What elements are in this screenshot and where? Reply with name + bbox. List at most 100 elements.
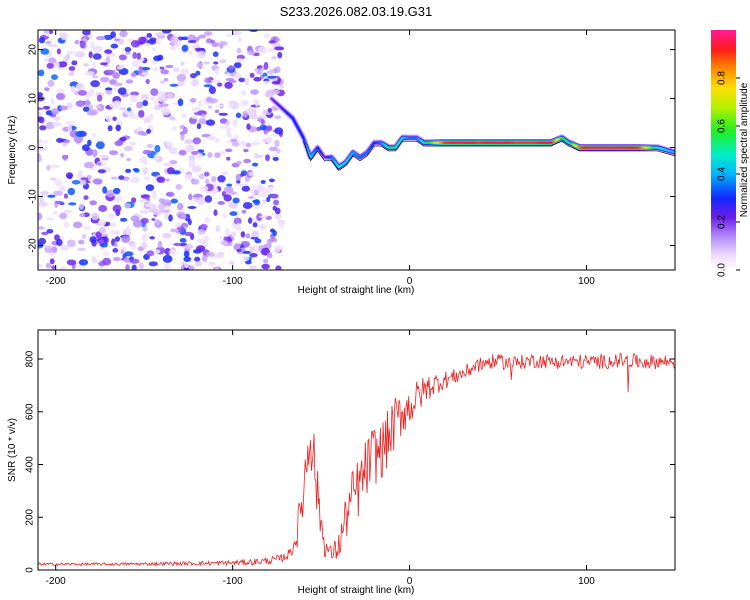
figure-title: S233.2026.082.03.19.G31 bbox=[280, 4, 433, 19]
spectrogram-noise-cell bbox=[38, 201, 48, 208]
spectrogram-noise-cell bbox=[89, 236, 97, 243]
spectrogram-noise-cell bbox=[113, 82, 123, 87]
spectrogram-noise-cell bbox=[83, 63, 90, 67]
spectrogram-noise-cell bbox=[154, 105, 162, 111]
spectrogram-noise-cell bbox=[249, 253, 258, 258]
spectrogram-noise-cell bbox=[245, 142, 252, 148]
spectrogram-noise-cell bbox=[217, 201, 225, 205]
spectrogram-noise-cell bbox=[80, 177, 89, 181]
spectrogram-noise-cell bbox=[44, 87, 50, 91]
spectrogram-noise-cell bbox=[95, 231, 103, 239]
spectrogram-noise-cell bbox=[194, 256, 201, 262]
spectrogram-noise-cell bbox=[184, 244, 194, 250]
spectrogram-noise-cell bbox=[95, 141, 105, 150]
spectrogram-noise-cell bbox=[169, 160, 178, 165]
spectrogram-noise-cell bbox=[197, 50, 206, 59]
spectrogram-noise-cell bbox=[77, 247, 86, 251]
spectrogram-noise-cell bbox=[124, 46, 132, 53]
spectrogram-noise-cell bbox=[136, 101, 144, 109]
spectrogram-noise-cell bbox=[168, 214, 173, 222]
spectrogram-noise-cell bbox=[42, 105, 51, 110]
spectrogram-noise-cell bbox=[274, 115, 282, 119]
spectrogram-noise-cell bbox=[215, 138, 220, 143]
spectrogram-y-tick-label: 0 bbox=[28, 144, 39, 150]
spectrogram-noise-cell bbox=[63, 193, 69, 199]
spectrogram-noise-cell bbox=[88, 51, 93, 59]
spectrogram-noise-cell bbox=[98, 205, 108, 212]
spectrogram-noise-cell bbox=[142, 167, 149, 175]
spectrogram-noise-cell bbox=[205, 178, 210, 184]
spectrogram-noise-cell bbox=[140, 67, 151, 71]
spectrogram-noise-cell bbox=[203, 84, 213, 88]
spectrogram-noise-cell bbox=[118, 175, 125, 180]
spectrogram-noise-cell bbox=[125, 79, 134, 84]
spectrogram-x-tick-label: -100 bbox=[223, 276, 243, 287]
spectrogram-noise-cell bbox=[242, 110, 248, 118]
spectrogram-noise-cell bbox=[188, 193, 193, 201]
spectrogram-noise-cell bbox=[271, 80, 281, 85]
spectrogram-noise-cell bbox=[39, 197, 44, 203]
spectrogram-noise-cell bbox=[45, 262, 52, 269]
spectrogram-noise-cell bbox=[270, 89, 280, 95]
spectrogram-noise-cell bbox=[79, 40, 86, 49]
spectrogram-noise-cell bbox=[211, 176, 217, 183]
spectrogram-noise-cell bbox=[263, 33, 271, 39]
spectrogram-noise-cell bbox=[59, 105, 68, 111]
spectrogram-noise-cell bbox=[138, 262, 145, 270]
spectrogram-noise-cell bbox=[196, 245, 206, 252]
spectrogram-noise-cell bbox=[237, 37, 243, 43]
spectrogram-noise-cell bbox=[145, 78, 150, 85]
spectrogram-noise-cell bbox=[189, 159, 196, 166]
spectrogram-noise-cell bbox=[160, 103, 169, 107]
spectrogram-noise-cell bbox=[194, 47, 205, 52]
spectrogram-noise-cell bbox=[91, 212, 100, 221]
spectrogram-noise-cell bbox=[68, 202, 77, 206]
spectrogram-noise-cell bbox=[63, 139, 71, 144]
spectrogram-noise-cell bbox=[108, 213, 115, 219]
spectrogram-noise-cell bbox=[113, 187, 121, 195]
spectrogram-noise-cell bbox=[157, 91, 167, 99]
spectrogram-noise-cell bbox=[149, 37, 157, 42]
spectrogram-noise-cell bbox=[195, 70, 201, 76]
spectrogram-noise-cell bbox=[146, 250, 155, 257]
spectrogram-noise-cell bbox=[219, 43, 224, 49]
spectrogram-noise-cell bbox=[130, 72, 137, 77]
spectrogram-ridge-core bbox=[305, 146, 309, 149]
spectrogram-noise-cell bbox=[179, 81, 186, 86]
spectrogram-noise-cell bbox=[67, 187, 76, 196]
spectrogram-noise-cell bbox=[191, 106, 201, 112]
spectrogram-noise-cell bbox=[130, 91, 140, 96]
spectrogram-ridge-core bbox=[303, 140, 307, 143]
spectrogram-noise-cell bbox=[204, 77, 213, 84]
spectrogram-noise-cell bbox=[44, 30, 50, 37]
spectrogram-noise-cell bbox=[213, 61, 219, 65]
spectrogram-noise-cell bbox=[164, 211, 169, 220]
spectrogram-noise-cell bbox=[254, 154, 264, 158]
spectrogram-noise-cell bbox=[151, 191, 158, 200]
spectrogram-noise-cell bbox=[266, 241, 272, 248]
spectrogram-noise-cell bbox=[240, 231, 246, 238]
spectrogram-ridge-core bbox=[302, 136, 305, 139]
snr-xlabel: Height of straight line (km) bbox=[298, 585, 415, 596]
spectrogram-noise-cell bbox=[196, 62, 204, 69]
spectrogram-noise-cell bbox=[75, 51, 85, 58]
spectrogram-noise-cell bbox=[130, 243, 137, 250]
colorbar-gradient bbox=[711, 30, 736, 270]
spectrogram-noise-cell bbox=[187, 218, 192, 226]
spectrogram-noise-cell bbox=[199, 185, 209, 192]
spectrogram-noise-cell bbox=[66, 239, 76, 248]
spectrogram-noise-cell bbox=[229, 211, 238, 216]
spectrogram-ylabel: Frequency (Hz) bbox=[7, 116, 18, 185]
spectrogram-noise-cell bbox=[274, 46, 285, 51]
spectrogram-noise-cell bbox=[272, 157, 279, 161]
spectrogram-noise-cell bbox=[176, 73, 187, 82]
spectrogram-noise-cell bbox=[102, 186, 108, 194]
spectrogram-noise-cell bbox=[221, 171, 229, 176]
spectrogram-noise-cell bbox=[138, 36, 147, 45]
spectrogram-noise-cell bbox=[140, 217, 149, 224]
spectrogram-noise-cell bbox=[150, 96, 156, 101]
snr-ylabel: SNR (10 * v/v) bbox=[7, 418, 18, 482]
spectrogram-noise-cell bbox=[209, 98, 218, 104]
spectrogram-noise-cell bbox=[252, 98, 258, 103]
spectrogram-noise-cell bbox=[170, 45, 176, 51]
